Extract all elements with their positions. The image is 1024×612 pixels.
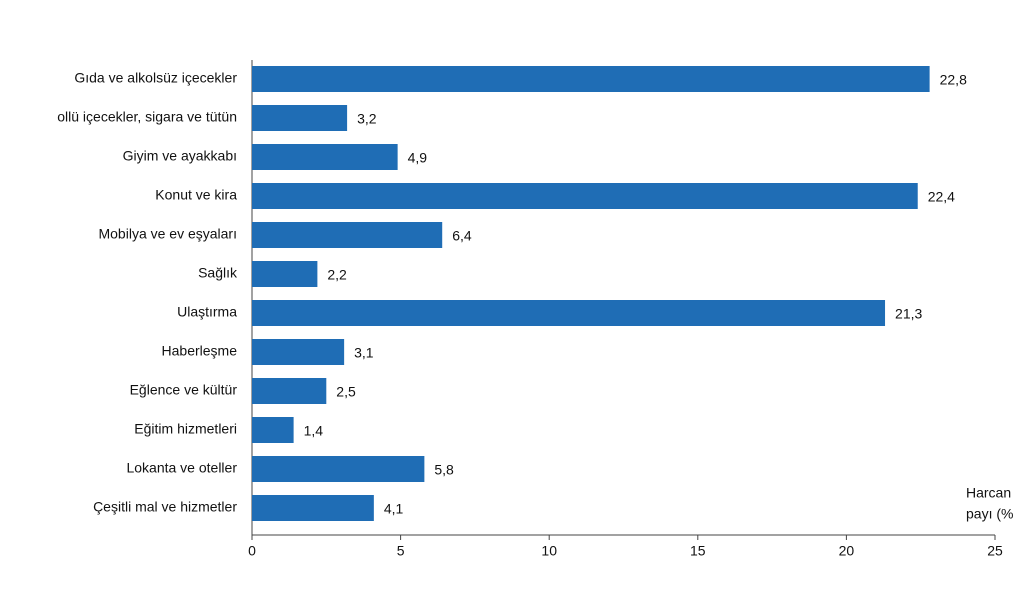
y-tick-label: Ulaştırma	[177, 304, 237, 320]
y-tick-label: Gıda ve alkolsüz içecekler	[74, 70, 237, 86]
bar	[252, 261, 318, 287]
bar	[252, 339, 345, 365]
x-tick-label: 15	[690, 543, 706, 559]
bar	[252, 144, 398, 170]
value-label: 6,4	[452, 228, 472, 244]
y-tick-label: Eğlence ve kültür	[130, 382, 238, 398]
x-tick-label: 0	[248, 543, 256, 559]
value-label: 3,1	[354, 345, 374, 361]
value-label: 21,3	[895, 306, 922, 322]
y-tick-label: Sağlık	[198, 265, 238, 281]
value-label: 5,8	[434, 462, 454, 478]
y-tick-label: Haberleşme	[162, 343, 238, 359]
y-tick-label: Lokanta ve oteller	[126, 460, 237, 476]
y-tick-label: ollü içecekler, sigara ve tütün	[57, 109, 237, 125]
x-tick-label: 25	[987, 543, 1003, 559]
value-label: 1,4	[304, 423, 324, 439]
axis-label: Harcan	[966, 485, 1011, 501]
value-label: 3,2	[357, 111, 377, 127]
bar	[252, 183, 918, 209]
bar	[252, 417, 294, 443]
bar	[252, 378, 327, 404]
bar	[252, 222, 443, 248]
y-tick-label: Mobilya ve ev eşyaları	[98, 226, 237, 242]
y-tick-label: Giyim ve ayakkabı	[123, 148, 237, 164]
value-label: 4,1	[384, 501, 404, 517]
value-label: 2,2	[327, 267, 347, 283]
axis-label: payı (%	[966, 506, 1013, 522]
x-tick-label: 10	[541, 543, 557, 559]
bar	[252, 456, 425, 482]
value-label: 22,4	[928, 189, 955, 205]
bar	[252, 495, 374, 521]
bar	[252, 105, 348, 131]
y-tick-label: Çeşitli mal ve hizmetler	[93, 499, 237, 515]
value-label: 2,5	[336, 384, 356, 400]
y-tick-label: Eğitim hizmetleri	[134, 421, 237, 437]
bar	[252, 300, 886, 326]
value-label: 4,9	[408, 150, 428, 166]
bar	[252, 66, 930, 92]
x-tick-label: 5	[397, 543, 405, 559]
x-tick-label: 20	[839, 543, 855, 559]
value-label: 22,8	[940, 72, 967, 88]
y-tick-label: Konut ve kira	[155, 187, 237, 203]
